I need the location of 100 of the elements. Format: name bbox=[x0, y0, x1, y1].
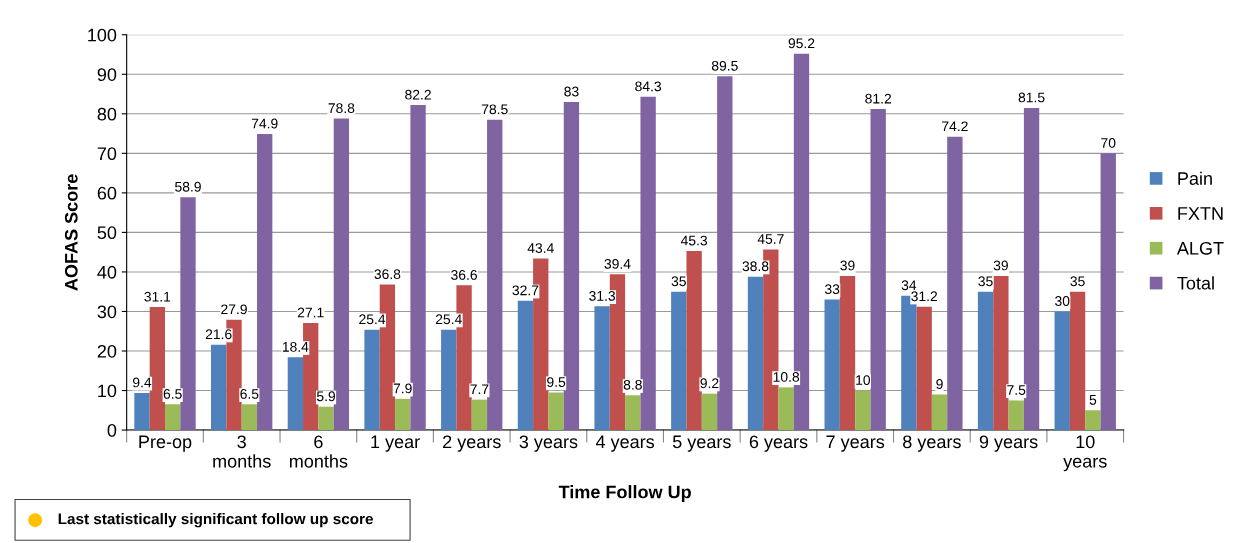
data-label: 9.4 bbox=[132, 377, 152, 388]
y-tick-label: 90 bbox=[97, 68, 117, 81]
data-label: 81.5 bbox=[1018, 92, 1045, 103]
bar bbox=[594, 306, 610, 431]
data-label: 6.5 bbox=[240, 389, 259, 399]
data-label: 10 bbox=[856, 375, 871, 385]
data-label: 18.4 bbox=[282, 341, 309, 352]
data-label: 21.6 bbox=[205, 329, 232, 340]
data-label: 35 bbox=[1070, 276, 1085, 287]
x-tick-label: 3 years bbox=[519, 435, 578, 452]
y-tick-label: 30 bbox=[97, 305, 117, 319]
x-tick-label: 9 years bbox=[979, 435, 1038, 452]
data-label: 25.4 bbox=[359, 314, 386, 325]
data-label: 74.9 bbox=[251, 118, 278, 129]
bar bbox=[640, 96, 656, 431]
data-label: 8.8 bbox=[623, 379, 642, 390]
data-label: 36.6 bbox=[451, 270, 477, 280]
data-label: 9 bbox=[936, 379, 943, 389]
x-axis-title: Time Follow Up bbox=[558, 485, 691, 502]
data-label: 34 bbox=[901, 280, 917, 291]
x-tick-label: 3 months bbox=[213, 435, 271, 468]
bar bbox=[333, 118, 350, 431]
data-label: 58.9 bbox=[175, 181, 201, 192]
y-tick-label: 70 bbox=[97, 147, 117, 161]
bar bbox=[1069, 291, 1086, 431]
data-label: 6.5 bbox=[163, 389, 182, 399]
data-label: 27.9 bbox=[221, 304, 247, 315]
legend-label: Total bbox=[1177, 276, 1214, 290]
bar bbox=[395, 398, 411, 431]
bar bbox=[517, 300, 534, 431]
y-tick-label: 10 bbox=[98, 384, 117, 398]
data-label: 70 bbox=[1101, 137, 1116, 148]
y-tick-label: 100 bbox=[88, 28, 117, 42]
data-label: 74.2 bbox=[942, 121, 968, 132]
data-label: 83 bbox=[564, 86, 579, 97]
x-tick-label: 5 years bbox=[672, 435, 731, 452]
bar bbox=[1085, 410, 1101, 431]
bar bbox=[671, 291, 687, 431]
bar bbox=[134, 392, 150, 431]
bar bbox=[364, 329, 380, 431]
data-label: 7.9 bbox=[393, 383, 412, 394]
y-tick-label: 0 bbox=[107, 423, 117, 437]
legend-label: FXTN bbox=[1178, 207, 1223, 220]
data-label: 9.5 bbox=[547, 377, 566, 387]
bar bbox=[441, 329, 457, 431]
bar bbox=[1100, 153, 1116, 431]
bar bbox=[287, 357, 304, 431]
y-tick-label: 40 bbox=[97, 265, 117, 279]
data-label: 43.4 bbox=[527, 243, 554, 253]
data-label: 95.2 bbox=[788, 38, 815, 49]
bar bbox=[870, 109, 886, 431]
data-label: 25.4 bbox=[435, 314, 462, 325]
bar bbox=[1054, 311, 1070, 431]
x-tick-label: 7 years bbox=[826, 435, 885, 452]
data-label: 5.9 bbox=[316, 391, 336, 402]
y-tick-label: 80 bbox=[97, 107, 117, 121]
data-label: 39 bbox=[993, 260, 1008, 271]
data-label: 38.8 bbox=[742, 261, 769, 272]
data-label: 89.5 bbox=[711, 60, 738, 71]
data-label: 9.2 bbox=[700, 378, 719, 389]
data-label: 30 bbox=[1055, 296, 1070, 306]
legend-label: ALGT bbox=[1176, 241, 1224, 255]
bar bbox=[717, 76, 733, 431]
bar bbox=[824, 299, 840, 431]
bar bbox=[686, 250, 702, 431]
bar bbox=[747, 276, 764, 431]
y-axis-title: AOFAS Score bbox=[64, 174, 78, 291]
data-label: 81.2 bbox=[865, 93, 892, 104]
data-label: 78.8 bbox=[328, 103, 355, 114]
data-label: 31.3 bbox=[589, 290, 616, 301]
data-label: 36.8 bbox=[374, 269, 401, 280]
bar bbox=[241, 404, 258, 431]
y-tick-label: 50 bbox=[97, 226, 117, 240]
data-label: 31.1 bbox=[144, 291, 171, 302]
data-label: 7.5 bbox=[1007, 385, 1026, 395]
y-tick-label: 20 bbox=[97, 344, 117, 358]
data-label: 32.7 bbox=[512, 285, 539, 296]
bar bbox=[701, 393, 718, 431]
data-label: 7.7 bbox=[470, 384, 489, 394]
bar bbox=[487, 119, 503, 431]
data-label: 33 bbox=[824, 284, 840, 295]
data-label: 5 bbox=[1089, 395, 1097, 405]
bar bbox=[211, 344, 227, 431]
data-label: 45.3 bbox=[680, 235, 708, 246]
text: Last statistically significant follow up score bbox=[58, 513, 373, 528]
data-label: 35 bbox=[978, 276, 993, 287]
x-tick-label: 1 year bbox=[371, 435, 420, 452]
x-tick-label: 2 years bbox=[443, 435, 501, 452]
bar bbox=[977, 291, 994, 431]
bar bbox=[563, 101, 580, 431]
bar bbox=[180, 197, 196, 431]
data-label: 78.5 bbox=[481, 104, 508, 115]
bar bbox=[257, 133, 273, 431]
data-label: 84.3 bbox=[635, 81, 662, 92]
data-label: 39 bbox=[840, 260, 855, 271]
x-tick-label: 10 years bbox=[1063, 435, 1107, 472]
x-tick-label: 8 years bbox=[903, 435, 961, 452]
bar bbox=[410, 105, 426, 431]
data-label: 82.2 bbox=[405, 89, 431, 100]
bar bbox=[625, 395, 641, 431]
